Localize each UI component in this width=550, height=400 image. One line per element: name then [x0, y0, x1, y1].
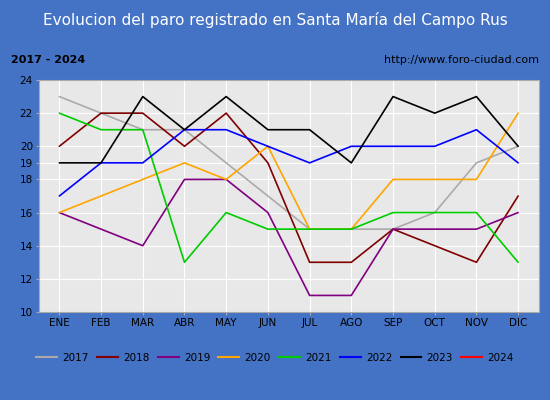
Legend: 2017, 2018, 2019, 2020, 2021, 2022, 2023, 2024: 2017, 2018, 2019, 2020, 2021, 2022, 2023…	[32, 349, 518, 367]
Text: http://www.foro-ciudad.com: http://www.foro-ciudad.com	[384, 55, 539, 65]
Text: Evolucion del paro registrado en Santa María del Campo Rus: Evolucion del paro registrado en Santa M…	[43, 12, 507, 28]
Text: 2017 - 2024: 2017 - 2024	[11, 55, 85, 65]
